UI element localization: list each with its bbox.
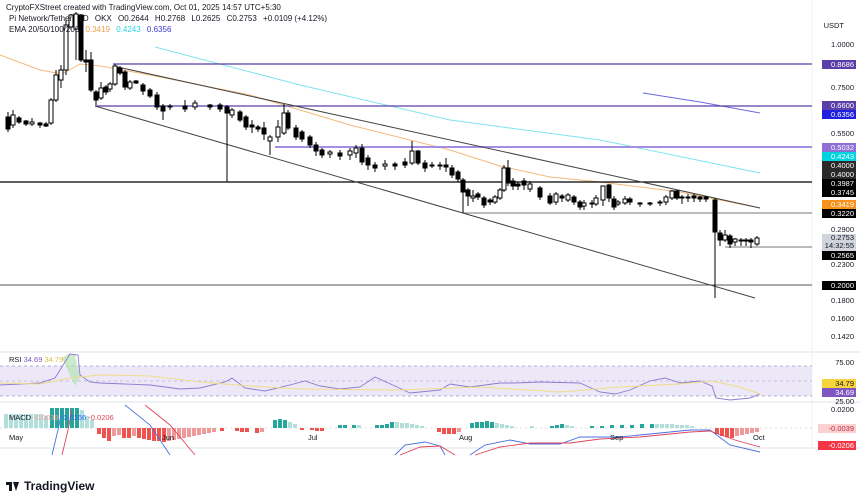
price-tick: 0.5500: [831, 129, 854, 138]
ema100-tag: 0.4243: [822, 152, 856, 161]
symbol-name[interactable]: Pi Network/Tether: [9, 14, 73, 23]
rsi-level: 25.00: [835, 397, 854, 406]
macd-label: MACD: [9, 413, 32, 422]
rsi-label: RSI: [9, 355, 22, 364]
level-tag: 0.5032: [822, 143, 856, 152]
level-tag: 0.4000: [822, 170, 856, 179]
macd-signal-value: -0.0206: [88, 413, 114, 422]
level-tag: 0.3987: [822, 179, 856, 188]
last-price-tag: 0.2753 14:32:55: [822, 234, 856, 251]
level-tag: 0.6600: [822, 101, 856, 110]
time-tick: Sep: [610, 433, 624, 442]
level-tag: 0.4000: [822, 161, 856, 170]
level-tag: 0.2565: [822, 251, 856, 260]
time-tick: May: [9, 433, 24, 442]
time-tick: Jul: [308, 433, 318, 442]
macd-signal-tag: -0.0206: [818, 441, 856, 450]
price-tick: 0.2300: [831, 260, 854, 269]
macd-legend[interactable]: MACD -0.0039 -0.0166 -0.0206: [9, 413, 114, 422]
brand-name: TradingView: [24, 479, 95, 493]
time-tick: Oct: [753, 433, 765, 442]
ema-label: EMA 20/50/100/200: [9, 25, 80, 34]
macd-axis-tick: 0.0200: [831, 405, 854, 414]
price-tick: 1.0000: [831, 40, 854, 49]
last-price: 0.2753: [831, 233, 854, 242]
time-tick: Aug: [459, 433, 473, 442]
interval[interactable]: 1D: [78, 14, 89, 23]
ema200-value: 0.6356: [146, 25, 172, 34]
exchange: OKX: [94, 14, 112, 23]
ema50-tag: 0.3419: [822, 200, 856, 209]
rsi-level: 75.00: [835, 358, 854, 367]
level-tag: 0.3745: [822, 188, 856, 197]
tradingview-brand[interactable]: TradingView: [6, 479, 94, 493]
change-value: +0.0109 (+4.12%): [263, 14, 328, 23]
macd-line-value: -0.0166: [60, 413, 87, 422]
level-tag: 0.8686: [822, 60, 856, 69]
rsi-value: 34.69: [23, 355, 43, 364]
macd-hist-tag: -0.0039: [818, 424, 856, 433]
chart-credit: CryptoFXStreet created with TradingView.…: [6, 3, 281, 12]
ema-legend[interactable]: EMA 20/50/100/200 0.3419 0.4243 0.6356: [9, 25, 175, 34]
rsi-tag: 34.69: [822, 388, 856, 397]
ema50-value: 0.3419: [85, 25, 110, 34]
rsi-ma-value: 34.79: [44, 355, 64, 364]
tradingview-logo-icon: [6, 481, 20, 491]
currency-label: USDT: [823, 21, 844, 30]
macd-hist-value: -0.0039: [33, 413, 59, 422]
high-value: H0.2768: [154, 14, 186, 23]
price-tick: 0.1800: [831, 296, 854, 305]
close-value: C0.2753: [226, 14, 257, 23]
bar-countdown: 14:32:55: [824, 241, 854, 250]
level-tag: 0.2000: [822, 281, 856, 290]
time-tick: Jun: [162, 433, 175, 442]
level-tag: 0.3220: [822, 209, 856, 218]
price-tick: 0.1600: [831, 314, 854, 323]
price-tick: 0.7500: [831, 83, 854, 92]
low-value: L0.2625: [191, 14, 221, 23]
symbol-legend: Pi Network/Tether 1D OKX O0.2644 H0.2768…: [9, 14, 331, 23]
rsi-legend[interactable]: RSI 34.69 34.79: [9, 355, 63, 364]
rsi-ma-tag: 34.79: [822, 379, 856, 388]
price-tick: 0.2900: [831, 225, 854, 234]
ema200-tag: 0.6356: [822, 110, 856, 119]
price-tick: 0.1420: [831, 332, 854, 341]
ema100-value: 0.4243: [116, 25, 141, 34]
open-value: O0.2644: [117, 14, 149, 23]
